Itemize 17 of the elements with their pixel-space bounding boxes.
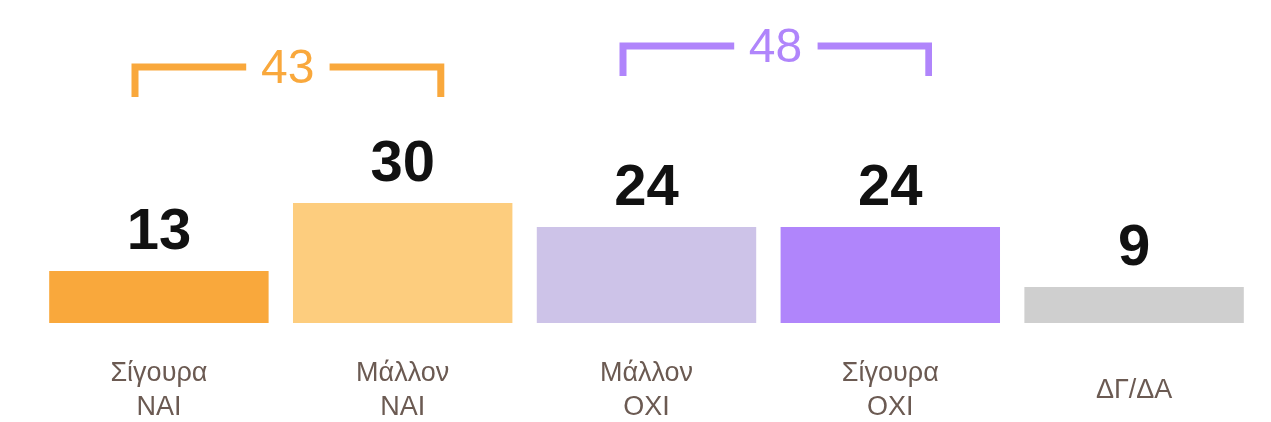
data-label: 9 — [1117, 212, 1151, 277]
text: 43 — [260, 40, 316, 93]
x-tick-label: Σίγουρα ΟΧΙ — [841, 357, 939, 422]
data-label: 30 — [370, 128, 435, 193]
x-tick-label: Σίγουρα ΝΑΙ — [110, 357, 208, 422]
bar — [292, 203, 513, 323]
bar — [1024, 287, 1244, 323]
bar — [49, 271, 269, 323]
bar — [780, 227, 1001, 323]
x-tick-label: ΔΓ/ΔΑ — [1095, 374, 1173, 405]
data-label: 13 — [126, 196, 192, 261]
bar — [536, 227, 757, 323]
x-tick-label: Μάλλον ΝΑΙ — [356, 357, 450, 422]
data-label: 24 — [858, 152, 923, 217]
text: 48 — [747, 19, 804, 72]
x-tick-label: Μάλλον ΟΧΙ — [599, 357, 694, 422]
data-label: 24 — [614, 152, 679, 217]
